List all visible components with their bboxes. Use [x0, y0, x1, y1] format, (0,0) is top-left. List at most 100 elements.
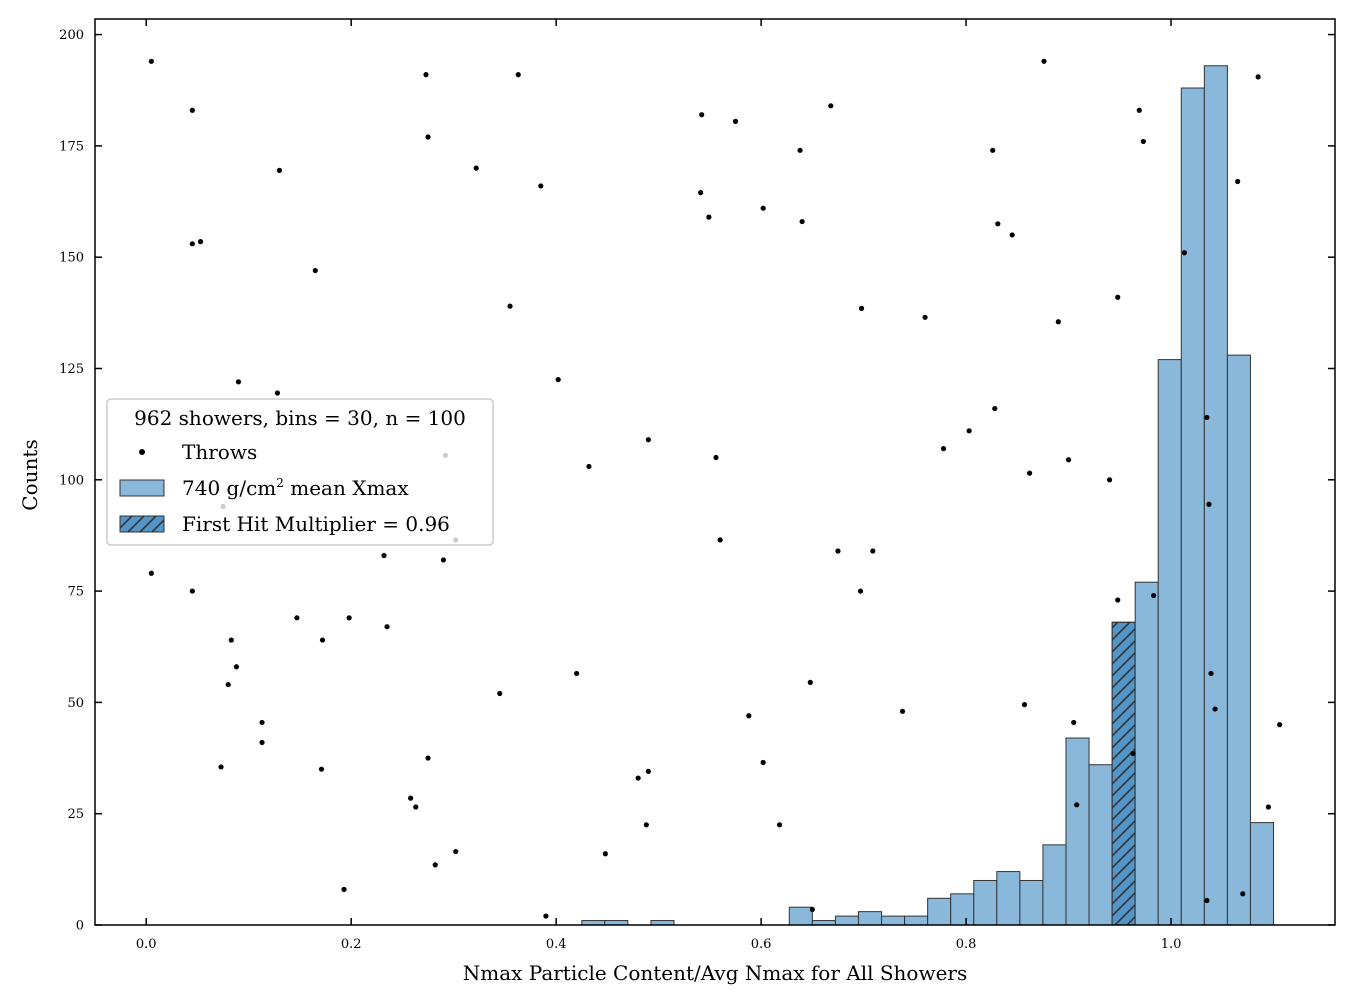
throw-point — [318, 766, 325, 772]
throw-point — [341, 886, 347, 892]
throw-point — [1204, 897, 1210, 904]
throw-point — [990, 147, 996, 153]
legend-throws-label: Throws — [182, 440, 257, 464]
throw-point — [717, 537, 723, 543]
throw-point — [1115, 294, 1121, 300]
legend-throws-marker — [139, 449, 145, 455]
legend-hist-label-sup: 2 — [276, 476, 284, 490]
throw-point — [1235, 178, 1241, 185]
x-tick-label: 0.0 — [136, 937, 157, 952]
throw-point — [1208, 670, 1214, 677]
throw-point — [699, 112, 705, 118]
throw-point — [515, 72, 521, 78]
throw-point — [425, 755, 431, 761]
hist-bar — [904, 915, 929, 926]
hist-bar — [1065, 737, 1090, 926]
plot-frame — [94, 18, 1336, 926]
throw-point — [1041, 58, 1047, 64]
throw-point — [1027, 470, 1033, 476]
legend-hist-label: 740 g/cm2 mean Xmax — [182, 476, 409, 500]
y-axis-ticks: 0 25 50 75 100 125 150 175 200 — [59, 28, 1335, 934]
throw-point — [423, 72, 429, 78]
throw-point — [148, 570, 154, 576]
throw-point — [760, 205, 766, 211]
throw-point — [807, 679, 813, 685]
throw-point — [797, 147, 803, 153]
throw-point — [408, 795, 414, 801]
throw-point — [1055, 319, 1061, 325]
throw-point — [189, 107, 195, 113]
hist-bar — [1180, 87, 1205, 926]
throws-points — [148, 58, 1283, 919]
legend-hist-label-main: 740 g/cm — [182, 476, 276, 500]
throw-point — [1255, 74, 1261, 80]
throw-point — [1021, 702, 1028, 708]
throw-point — [828, 103, 834, 109]
legend-hist-swatch — [119, 479, 165, 497]
throw-point — [1074, 802, 1080, 808]
legend-hist-label-rest: mean Xmax — [284, 476, 409, 500]
throw-point — [899, 708, 906, 714]
throw-point — [635, 775, 641, 781]
throw-point — [776, 822, 783, 828]
throw-point — [473, 165, 479, 171]
throw-point — [425, 134, 431, 140]
throw-point — [384, 624, 390, 630]
y-tick-label: 0 — [76, 919, 84, 934]
legend-hatch-label: First Hit Multiplier = 0.96 — [182, 512, 450, 536]
throw-point — [760, 759, 766, 766]
throw-point — [319, 637, 326, 643]
legend-title: 962 showers, bins = 30, n = 100 — [134, 406, 466, 430]
throw-point — [1204, 414, 1210, 421]
hist-bar — [1226, 354, 1251, 926]
x-tick-label: 0.6 — [751, 937, 772, 952]
hist-bar — [857, 911, 883, 926]
hist-bar — [950, 893, 975, 926]
y-tick-label: 175 — [59, 139, 84, 154]
y-tick-label: 75 — [67, 585, 84, 600]
hist-bar — [788, 906, 813, 926]
throw-point — [698, 190, 704, 196]
throw-point — [586, 463, 592, 470]
throw-point — [259, 739, 265, 746]
y-tick-label: 150 — [59, 251, 84, 266]
throw-point — [497, 690, 503, 697]
throw-point — [1115, 597, 1121, 603]
throw-point — [189, 588, 195, 594]
throw-point — [1065, 457, 1072, 463]
x-tick-label: 0.2 — [341, 937, 362, 952]
throw-point — [440, 557, 447, 563]
throw-point — [870, 548, 876, 554]
throw-point — [1140, 138, 1146, 145]
hist-bar — [881, 915, 906, 926]
throw-point — [940, 446, 947, 452]
throw-point — [995, 221, 1001, 227]
throw-point — [713, 454, 719, 461]
throw-point — [1106, 477, 1113, 483]
hist-bar — [1157, 359, 1182, 926]
histogram-bars — [581, 65, 1275, 926]
throw-point — [706, 214, 712, 220]
throw-point — [233, 664, 240, 670]
throw-point — [276, 167, 283, 173]
throw-point — [732, 118, 739, 124]
throw-point — [645, 768, 651, 775]
hist-bar — [834, 915, 859, 926]
throw-point — [966, 428, 972, 434]
x-axis-ticks: 0.0 0.2 0.4 0.6 0.8 1.0 — [136, 19, 1181, 952]
y-tick-label: 125 — [59, 362, 84, 377]
throw-point — [643, 822, 649, 828]
throw-point — [413, 804, 419, 810]
legend-hatch-swatch-pattern — [119, 515, 165, 533]
throw-point — [645, 437, 651, 443]
throw-point — [602, 851, 608, 857]
hist-bar — [996, 871, 1021, 926]
y-tick-label: 100 — [59, 473, 84, 488]
throw-point — [148, 58, 154, 64]
hist-bar — [1088, 764, 1113, 926]
throw-point — [218, 764, 224, 770]
throw-point — [809, 906, 815, 913]
y-tick-label: 200 — [59, 28, 84, 43]
throw-point — [1009, 232, 1015, 238]
